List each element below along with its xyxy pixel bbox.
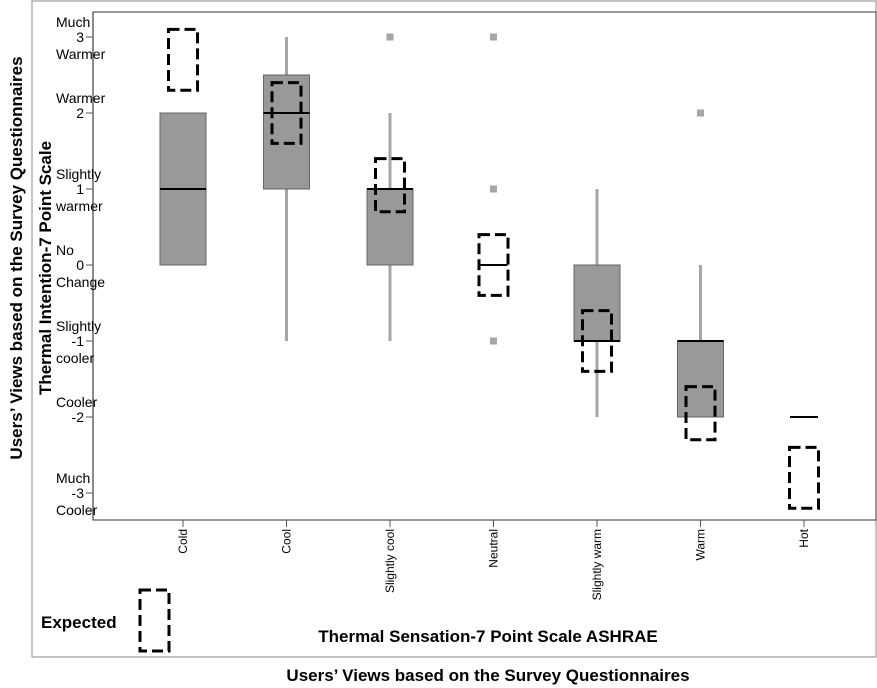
legend-label: Expected — [41, 613, 117, 632]
y-tick-descriptor: Much — [56, 14, 90, 30]
y-tick-descriptor: Change — [56, 274, 105, 290]
expected-range-box — [788, 445, 820, 510]
outlier-point — [490, 185, 497, 193]
x-tick-label: Cold — [176, 529, 190, 554]
x-tick-label: Slightly cool — [383, 529, 397, 593]
expected-range-box — [270, 81, 303, 145]
y-tick-label: -3 — [72, 485, 85, 501]
y-tick-descriptor: Warmer — [56, 90, 106, 106]
plot-area — [92, 11, 877, 521]
x-axis-title: Thermal Sensation-7 Point Scale ASHRAE — [318, 627, 657, 646]
expected-range-box — [374, 157, 406, 214]
y-tick-label: -1 — [72, 333, 85, 349]
y-tick-descriptor: Warmer — [56, 46, 106, 62]
boxes-layer — [159, 33, 818, 418]
expected-range-box — [167, 27, 199, 92]
expected-layer — [167, 27, 820, 510]
expected-range-box — [477, 233, 510, 297]
y-tick-label: 3 — [76, 29, 84, 45]
x-tick-label: Slightly warm — [590, 529, 604, 600]
outlier-point — [386, 33, 394, 41]
outer-y-title: Users’ Views based on the Survey Questio… — [7, 56, 26, 459]
y-tick-descriptor: Slightly — [56, 318, 101, 334]
y-tick-descriptor: No — [56, 242, 74, 258]
legend-expected-swatch — [138, 588, 171, 653]
legend: Expected — [41, 588, 171, 653]
x-axis: Cold Cool Slightly cool Neutral Slightly war… — [176, 520, 811, 600]
y-axis: 3MuchWarmer2Warmer1Slightlywarmer0NoChan… — [55, 12, 106, 520]
outlier-point — [490, 337, 497, 345]
y-axis-title: Thermal Intention-7 Point Scale — [36, 141, 55, 395]
box-iqr — [573, 264, 621, 342]
box-iqr — [677, 340, 724, 418]
outlier-point — [490, 33, 497, 41]
y-tick-descriptor: Slightly — [56, 166, 101, 182]
y-tick-descriptor: Cooler — [56, 502, 98, 518]
y-tick-descriptor: warmer — [55, 198, 103, 214]
y-tick-label: 1 — [76, 181, 84, 197]
x-tick-label: Warm — [694, 529, 708, 561]
y-tick-label: 0 — [76, 257, 84, 273]
x-tick-label: Neutral — [487, 529, 501, 568]
y-tick-descriptor: cooler — [56, 350, 94, 366]
outer-x-title: Users’ Views based on the Survey Questio… — [286, 666, 689, 685]
y-tick-label: -2 — [72, 409, 85, 425]
expected-range-box — [684, 385, 717, 442]
y-tick-descriptor: Much — [56, 470, 90, 486]
x-tick-label: Cool — [280, 529, 294, 554]
box-iqr — [263, 74, 310, 190]
expected-range-box — [581, 309, 613, 373]
y-tick-label: 2 — [76, 105, 84, 121]
x-tick-label: Hot — [797, 528, 811, 547]
y-tick-descriptor: Cooler — [56, 394, 98, 410]
outlier-point — [697, 109, 704, 117]
box-iqr — [366, 188, 414, 266]
